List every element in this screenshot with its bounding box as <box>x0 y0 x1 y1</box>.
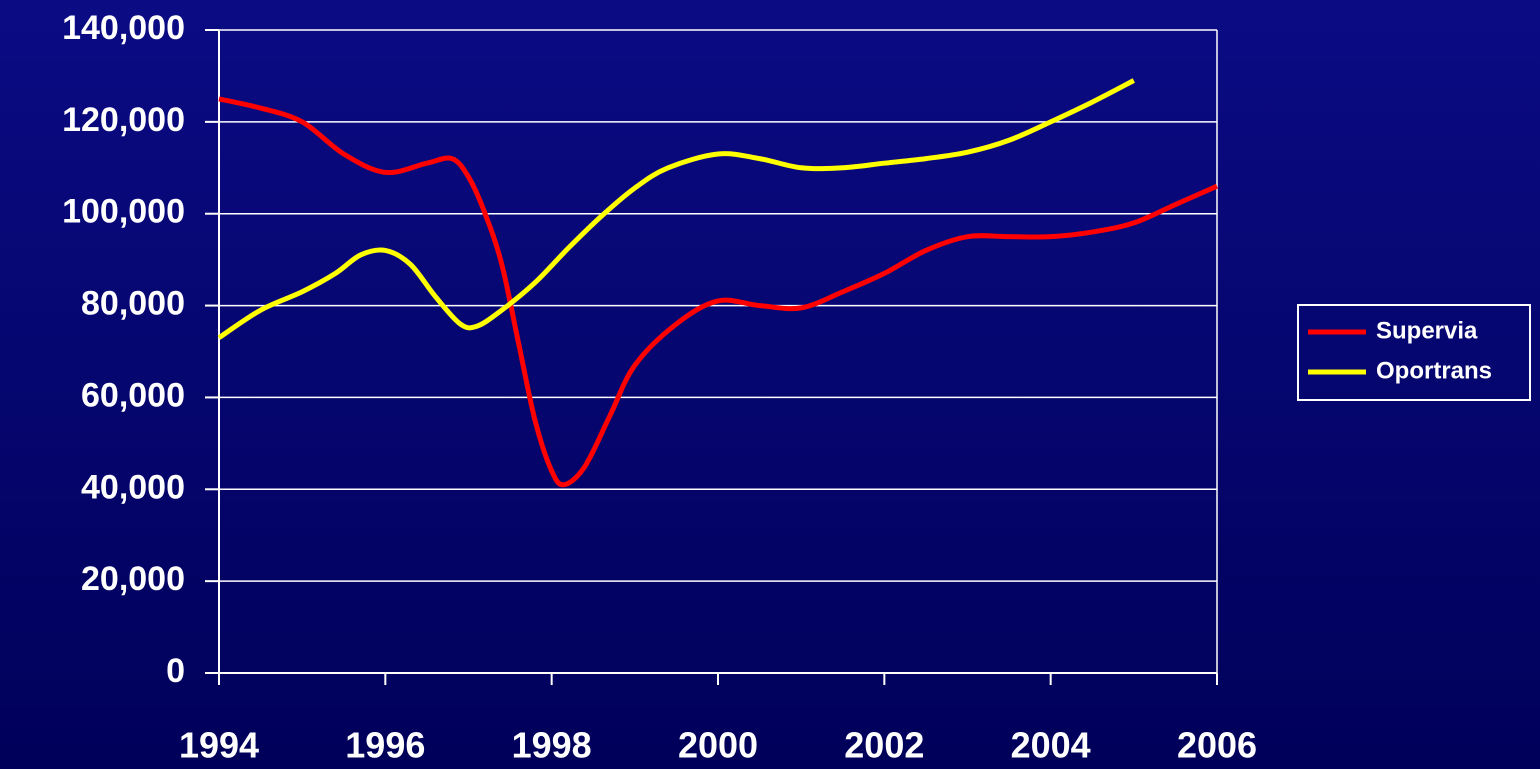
legend-label: Oportrans <box>1376 357 1492 384</box>
x-tick-label: 1994 <box>179 725 259 766</box>
x-tick-label: 2002 <box>844 725 924 766</box>
y-tick-label: 20,000 <box>81 560 185 598</box>
y-tick-label: 100,000 <box>62 193 185 231</box>
y-tick-label: 120,000 <box>62 101 185 139</box>
series-line <box>217 78 1135 340</box>
y-tick-label: 80,000 <box>81 285 185 323</box>
x-tick-label: 1996 <box>345 725 425 766</box>
legend-label: Supervia <box>1376 317 1478 344</box>
y-tick-label: 60,000 <box>81 376 185 414</box>
legend-box <box>1297 304 1531 401</box>
series-line <box>218 96 1219 488</box>
x-tick-label: 2006 <box>1177 725 1257 766</box>
y-tick-label: 140,000 <box>62 9 185 47</box>
y-tick-label: 40,000 <box>81 468 185 506</box>
x-tick-label: 2000 <box>678 725 758 766</box>
y-tick-label: 0 <box>166 652 185 690</box>
x-tick-label: 2004 <box>1011 725 1091 766</box>
x-tick-label: 1998 <box>512 725 592 766</box>
